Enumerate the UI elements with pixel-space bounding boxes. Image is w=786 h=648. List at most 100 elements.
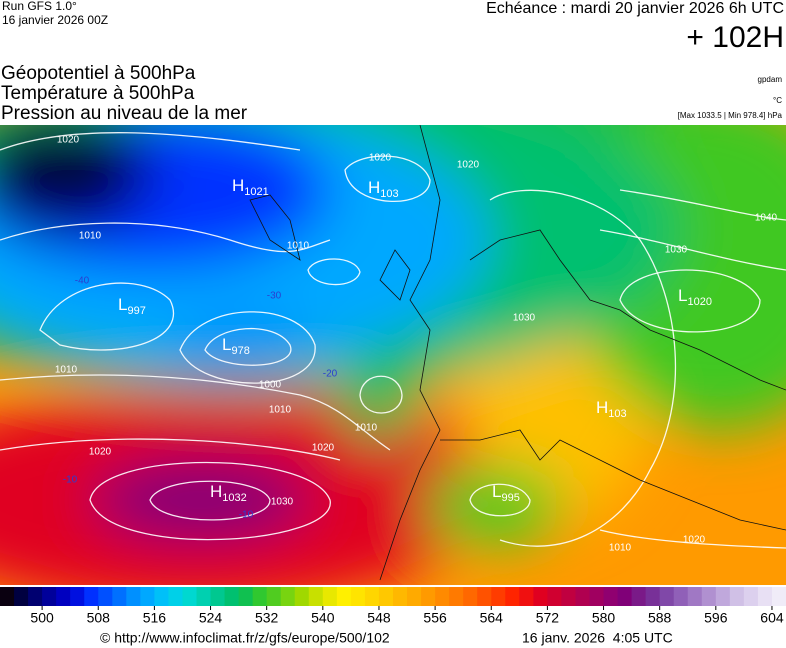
temperature-label: -40 xyxy=(75,276,90,287)
unit-gpdam: gpdam xyxy=(758,75,783,84)
center-type: H xyxy=(368,178,380,197)
isobar-label: 1040 xyxy=(755,213,778,224)
pressure-center: H1021 xyxy=(232,176,269,197)
colorbar-cell xyxy=(378,587,394,606)
temperature-label: -20 xyxy=(323,369,338,380)
isobar-label: 1030 xyxy=(665,245,688,256)
footer-url: © http://www.infoclimat.fr/z/gfs/europe/… xyxy=(100,630,390,646)
colorbar-cell xyxy=(547,587,562,606)
colorbar-cell xyxy=(701,587,717,606)
pressure-center: L997 xyxy=(118,295,146,316)
colorbar-cell xyxy=(84,587,99,606)
colorbar-cell xyxy=(56,587,71,606)
colorbar-label: 516 xyxy=(143,610,167,626)
colorbar-cell xyxy=(98,587,113,606)
colorbar-label: 564 xyxy=(480,610,504,626)
colorbar-cell xyxy=(729,587,745,606)
lead-time: + 102H xyxy=(686,21,784,54)
center-value: 995 xyxy=(501,492,519,504)
isobar-label: 1000 xyxy=(259,380,282,391)
colorbar-cell xyxy=(393,587,408,606)
run-label: Run GFS 1.0° xyxy=(2,0,77,13)
colorbar-label: 532 xyxy=(255,610,279,626)
colorbar-cell xyxy=(224,587,240,606)
isobar-label: 1020 xyxy=(89,447,112,458)
isobar-label: 1010 xyxy=(79,231,102,242)
colorbar-cell xyxy=(196,587,212,606)
center-type: H xyxy=(210,482,222,501)
colorbar-cell xyxy=(519,587,534,606)
isobar-label: 1020 xyxy=(57,135,80,146)
center-value: 103 xyxy=(608,408,626,420)
colorbar-cell xyxy=(182,587,197,606)
colorbar-cell xyxy=(294,587,310,606)
isobar-label: 1010 xyxy=(609,543,632,554)
isobar-label: 1010 xyxy=(287,241,310,252)
center-value: 1020 xyxy=(687,296,711,308)
isobar-label: 1030 xyxy=(271,497,294,508)
colorbar-cell xyxy=(322,587,338,606)
colorbar-cell xyxy=(589,587,605,606)
colorbar-cell xyxy=(112,587,127,606)
colorbar-cell xyxy=(561,587,576,606)
colorbar-cell xyxy=(308,587,324,606)
colorbar-cell xyxy=(491,587,506,606)
center-type: H xyxy=(232,176,244,195)
colorbar-cell xyxy=(0,587,15,606)
isobar-label: 1010 xyxy=(269,405,292,416)
colorbar-cell xyxy=(350,587,366,606)
footer-timestamp: 16 janv. 2026 4:05 UTC xyxy=(522,630,673,646)
colorbar-cell xyxy=(715,587,731,606)
colorbar-cell xyxy=(743,587,759,606)
field-title: Géopotentiel à 500hPa xyxy=(1,63,196,84)
isobar-label: 1010 xyxy=(355,423,378,434)
center-type: L xyxy=(492,482,501,501)
colorbar-cell xyxy=(126,587,141,606)
colorbar-cell xyxy=(477,587,492,606)
colorbar-cell xyxy=(533,587,548,606)
colorbar-cell xyxy=(449,587,464,606)
colorbar-cell xyxy=(673,587,689,606)
echeance: Echéance : mardi 20 janvier 2026 6h UTC xyxy=(486,0,784,17)
center-value: 978 xyxy=(231,345,249,357)
center-type: L xyxy=(222,335,231,354)
colorbar-cell xyxy=(631,587,647,606)
colorbar-cell xyxy=(407,587,422,606)
pressure-center: L978 xyxy=(222,335,250,356)
temperature-label: -30 xyxy=(267,291,282,302)
pressure-extremes: [Max 1033.5 | Min 978.4] hPa xyxy=(678,111,783,120)
colorbar-cell xyxy=(238,587,254,606)
colorbar-cell xyxy=(266,587,282,606)
colorbar-label: 524 xyxy=(199,610,223,626)
colorbar-label: 540 xyxy=(311,610,335,626)
center-value: 1021 xyxy=(244,186,268,198)
colorbar-cell xyxy=(168,587,183,606)
colorbar-cell xyxy=(280,587,296,606)
colorbar-cell xyxy=(603,587,619,606)
colorbar-label: 580 xyxy=(592,610,616,626)
colorbar-cell xyxy=(252,587,268,606)
colorbar-cell xyxy=(687,587,703,606)
colorbar-cell xyxy=(154,587,169,606)
colorbar-cell xyxy=(70,587,85,606)
colorbar-cell xyxy=(617,587,633,606)
colorbar-cell xyxy=(463,587,478,606)
map xyxy=(0,125,786,585)
temperature-label: -10 xyxy=(63,475,78,486)
colorbar-cell xyxy=(210,587,226,606)
colorbar-cell xyxy=(435,587,450,606)
colorbar-cell xyxy=(14,587,29,606)
field-title: Pression au niveau de la mer xyxy=(1,103,248,124)
pressure-center: L995 xyxy=(492,482,520,503)
colorbar-cell xyxy=(575,587,590,606)
colorbar-cell xyxy=(336,587,352,606)
center-value: 997 xyxy=(127,305,145,317)
colorbar-cell xyxy=(42,587,57,606)
colorbar-label: 596 xyxy=(704,610,728,626)
colorbar-label: 548 xyxy=(367,610,391,626)
colorbar-cell xyxy=(505,587,520,606)
colorbar-cell xyxy=(757,587,773,606)
pressure-center: L1020 xyxy=(678,286,712,307)
isobar-label: 1020 xyxy=(312,443,335,454)
